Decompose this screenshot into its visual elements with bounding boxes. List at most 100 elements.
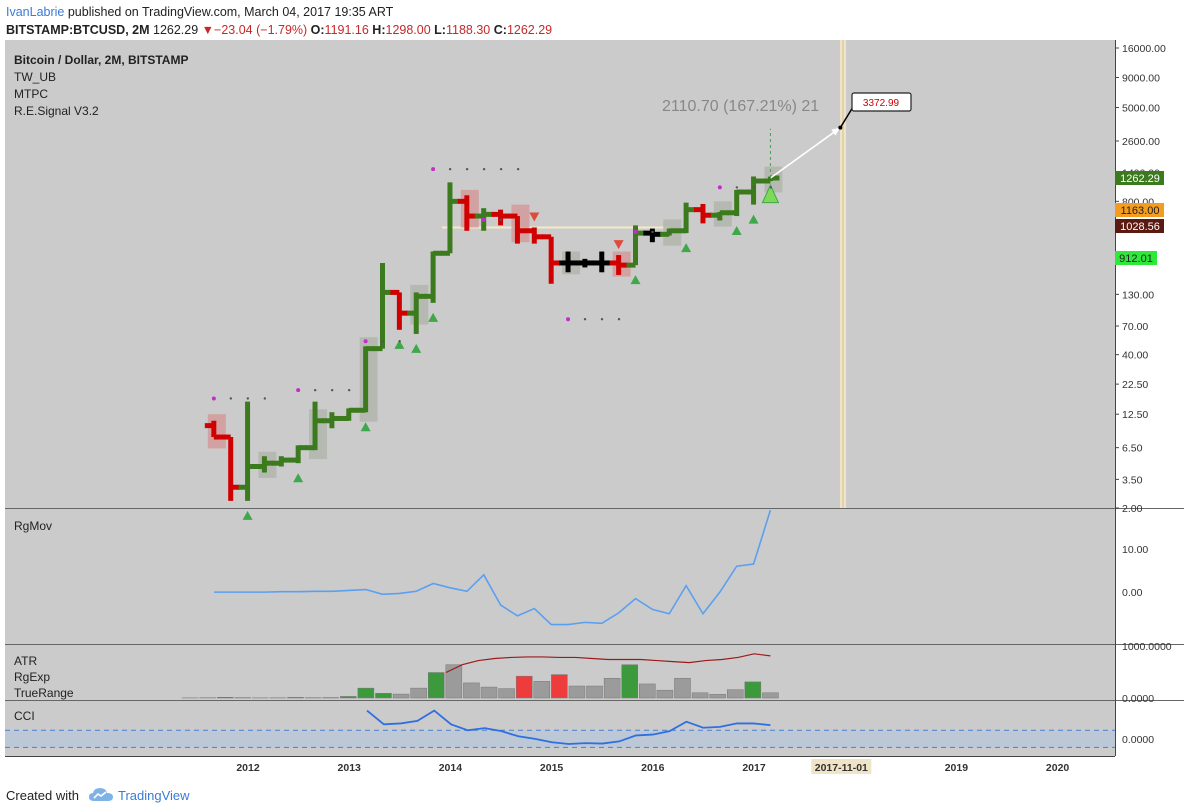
ohlc-bar bbox=[525, 227, 544, 244]
buy-signal-icon bbox=[242, 510, 253, 520]
ohlc-bar bbox=[272, 456, 291, 467]
legend-rgexp: RgExp bbox=[14, 670, 50, 684]
chart-area[interactable]: 16000.009000.005000.002600.001400.00800.… bbox=[0, 40, 1184, 778]
trail-dot bbox=[499, 167, 503, 171]
x-tick-highlight bbox=[811, 759, 872, 774]
footer-tradingview-link[interactable]: TradingView bbox=[118, 788, 190, 803]
y-tick-label: 2600.00 bbox=[1122, 136, 1160, 148]
sell-signal-icon bbox=[529, 212, 540, 222]
buy-signal-icon bbox=[293, 473, 304, 483]
y-tick-label: 5000.00 bbox=[1122, 103, 1160, 115]
y-tick-label: 12.50 bbox=[1122, 409, 1148, 421]
rgmov-pane-bg bbox=[5, 509, 1115, 644]
low-label: L: bbox=[434, 23, 446, 37]
symbol-line: BITSTAMP:BTCUSD, 2M 1262.29 ▼−23.04 (−1.… bbox=[6, 23, 552, 37]
vertical-date-marker-core bbox=[842, 40, 844, 508]
low-value: 1188.30 bbox=[445, 23, 491, 37]
high-label: H: bbox=[372, 23, 386, 37]
atr-bar bbox=[691, 692, 709, 699]
ohlc-bar bbox=[609, 255, 628, 275]
legend-atr: ATR bbox=[14, 654, 37, 668]
atr-bar bbox=[498, 688, 515, 699]
buy-signal-icon bbox=[394, 339, 405, 349]
symbol-name: BITSTAMP:BTCUSD, 2M bbox=[6, 23, 150, 37]
atr-bar bbox=[340, 696, 357, 699]
atr-legend: ATR RgExp TrueRange bbox=[14, 654, 74, 700]
x-tick-label: 2017-11-01 bbox=[815, 762, 868, 774]
publish-line: IvanLabrie published on TradingView.com,… bbox=[6, 5, 393, 19]
legend-resignal: R.E.Signal V3.2 bbox=[14, 104, 99, 118]
price-label-level2: 1028.56 bbox=[1115, 219, 1164, 233]
buy-signal-icon bbox=[428, 312, 439, 322]
rgmov-pane[interactable] bbox=[214, 509, 772, 626]
atr-tick-label: 0.0000 bbox=[1122, 693, 1154, 705]
atr-bar bbox=[762, 692, 779, 699]
atr-bar bbox=[463, 682, 480, 699]
trail-dot bbox=[617, 317, 621, 321]
target-callout-box bbox=[851, 92, 912, 112]
ohlc-bar bbox=[744, 176, 763, 205]
ohlc-bar bbox=[575, 258, 594, 268]
ohlc-bar bbox=[508, 213, 527, 244]
signal-box bbox=[207, 414, 226, 449]
buy-signal-icon bbox=[748, 214, 759, 224]
signal-box bbox=[309, 409, 328, 460]
x-tick-label: 2020 bbox=[1046, 762, 1070, 774]
target-callout[interactable]: 3372.99 bbox=[851, 92, 912, 112]
author-link[interactable]: IvanLabrie bbox=[6, 5, 65, 19]
ohlc-bar bbox=[693, 203, 712, 224]
ohlc-bar bbox=[710, 210, 729, 221]
y-tick-label: 40.00 bbox=[1122, 350, 1148, 362]
atr-bar bbox=[445, 664, 463, 699]
axes[interactable]: 16000.009000.005000.002600.001400.00800.… bbox=[236, 43, 1172, 774]
trail-dot bbox=[448, 167, 452, 171]
high-value: 1298.00 bbox=[385, 23, 431, 37]
trail-dot bbox=[633, 229, 638, 234]
ohlc-bar bbox=[204, 420, 223, 440]
cci-pane[interactable] bbox=[5, 709, 1115, 748]
atr-bar bbox=[427, 672, 445, 699]
y-tick-label: 9000.00 bbox=[1122, 72, 1160, 84]
ohlc-bar bbox=[373, 262, 392, 352]
ohlc-bar bbox=[542, 234, 561, 284]
main-pane[interactable] bbox=[204, 106, 854, 520]
atr-bar bbox=[603, 677, 621, 699]
y-tick-label: 6.50 bbox=[1122, 443, 1143, 455]
signal-box bbox=[460, 189, 479, 228]
rgmov-tick-label: 10.00 bbox=[1122, 544, 1148, 556]
sell-signal-icon bbox=[613, 240, 624, 250]
x-tick-label: 2017 bbox=[742, 762, 766, 774]
trail-dot bbox=[431, 167, 436, 172]
x-tick-label: 2012 bbox=[236, 762, 260, 774]
y-tick-label: 130.00 bbox=[1122, 289, 1154, 301]
trail-dot bbox=[566, 317, 571, 322]
trail-dot bbox=[717, 185, 722, 190]
price-label-last-text: 1262.29 bbox=[1120, 173, 1160, 185]
atr-pane[interactable] bbox=[181, 653, 779, 699]
atr-bar bbox=[639, 683, 656, 699]
footer: Created with TradingView bbox=[0, 778, 1184, 812]
tradingview-cloud-icon bbox=[89, 788, 113, 801]
cci-tick-label: 0.0000 bbox=[1122, 734, 1154, 746]
ohlc-bar bbox=[322, 412, 341, 429]
trail-dot bbox=[398, 340, 401, 343]
x-tick-label: 2019 bbox=[945, 762, 969, 774]
trail-dot bbox=[499, 218, 502, 221]
signal-box bbox=[410, 284, 429, 325]
down-arrow-icon: ▼ bbox=[201, 23, 215, 37]
projection-text: 2110.70 (167.21%) 21 bbox=[662, 98, 819, 115]
atr-bar bbox=[551, 674, 568, 699]
ohlc-bar bbox=[390, 289, 409, 330]
y-tick-label: 22.50 bbox=[1122, 379, 1148, 391]
trail-dot bbox=[313, 388, 317, 392]
price-label-level1-text: 1163.00 bbox=[1121, 205, 1160, 217]
ohlc-bar bbox=[424, 250, 443, 303]
atr-tick-label: 1000.0000 bbox=[1122, 641, 1172, 653]
trail-dot bbox=[735, 186, 739, 189]
x-tick-label: 2014 bbox=[439, 762, 463, 774]
buy-signal-icon bbox=[360, 422, 371, 432]
trail-dot bbox=[481, 217, 486, 222]
y-tick-label: 3.50 bbox=[1122, 474, 1143, 486]
trail-dot bbox=[246, 397, 250, 400]
ohlc-bar bbox=[221, 434, 240, 501]
